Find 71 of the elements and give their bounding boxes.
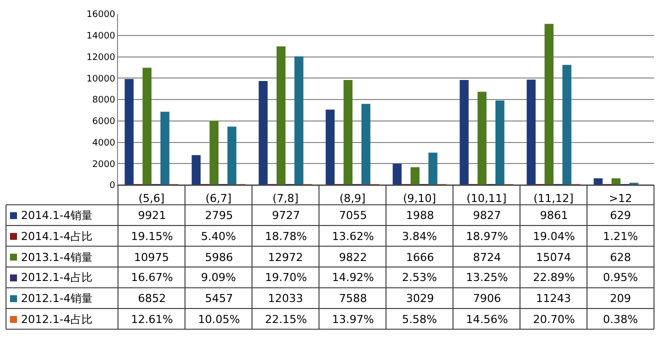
data-label: 5.40%	[201, 230, 236, 243]
data-label: 19.15%	[131, 230, 173, 243]
data-label: 19.04%	[533, 230, 575, 243]
y-tick-label: 16000	[86, 10, 116, 20]
y-tick-label: 0	[109, 181, 116, 192]
x-tick-label: >12	[608, 192, 632, 206]
data-label: 12972	[268, 251, 303, 264]
data-label: 7906	[473, 292, 501, 305]
data-label: 9727	[272, 209, 300, 222]
data-label: 5.58%	[402, 313, 437, 326]
data-label: 10.05%	[198, 313, 240, 326]
y-tick-label: 6000	[92, 117, 116, 128]
data-label: 15074	[536, 251, 571, 264]
data-label: 0.38%	[603, 313, 638, 326]
data-label: 628	[610, 251, 631, 264]
data-label: 5986	[205, 251, 233, 264]
data-label: 1666	[406, 251, 434, 264]
data-label: 3.84%	[402, 230, 437, 243]
x-tick-label: (11,12]	[533, 192, 574, 206]
y-tick-label: 2000	[92, 160, 116, 170]
x-tick-label: (8,9]	[339, 192, 366, 206]
data-label: 1988	[406, 209, 434, 222]
y-tick-label: 14000	[86, 32, 116, 42]
data-label: 12033	[268, 292, 303, 305]
legend-label: 2014.1-4销量	[21, 209, 92, 222]
data-label: 22.89%	[533, 271, 575, 284]
data-label: 22.15%	[265, 313, 307, 326]
data-label: 14.92%	[332, 271, 374, 284]
data-label: 16.67%	[131, 271, 173, 284]
data-label: 3029	[406, 292, 434, 305]
data-label: 10975	[134, 251, 169, 264]
data-label: 5457	[205, 292, 233, 305]
data-label: 11243	[536, 292, 571, 305]
x-tick-label: (10,11]	[466, 192, 507, 206]
legend-label: 2014.1-4占比	[21, 230, 92, 243]
x-tick-label: (9,10]	[402, 192, 436, 206]
legend-label: 2012.1-4占比	[21, 271, 92, 284]
data-label: 1.21%	[603, 230, 638, 243]
legend-label: 2012.1-4占比	[21, 313, 92, 326]
data-label: 9822	[339, 251, 367, 264]
data-label: 20.70%	[533, 313, 575, 326]
legend-label: 2013.1-4销量	[21, 251, 92, 264]
y-tick-label: 12000	[86, 52, 116, 63]
x-tick-label: (7,8]	[272, 192, 299, 206]
data-label: 209	[610, 292, 631, 305]
data-label: 13.62%	[332, 230, 374, 243]
y-tick-label: 4000	[92, 138, 116, 148]
data-label: 629	[610, 209, 631, 222]
data-label: 0.95%	[603, 271, 638, 284]
data-label: 7055	[339, 209, 367, 222]
data-label: 13.25%	[466, 271, 508, 284]
y-tick-label: 8000	[92, 96, 116, 106]
data-label: 9.09%	[201, 271, 236, 284]
x-tick-label: (6,7]	[205, 192, 232, 206]
data-label: 9827	[473, 209, 501, 222]
data-label: 18.78%	[265, 230, 307, 243]
data-label: 14.56%	[466, 313, 508, 326]
data-label: 12.61%	[131, 313, 173, 326]
data-label: 9921	[138, 209, 166, 222]
legend-label: 2012.1-4销量	[21, 292, 92, 305]
data-label: 8724	[473, 251, 501, 264]
data-label: 7588	[339, 292, 367, 305]
data-label: 13.97%	[332, 313, 374, 326]
data-label: 2.53%	[402, 271, 437, 284]
data-label: 2795	[205, 209, 233, 222]
y-tick-label: 10000	[86, 74, 116, 84]
x-tick-label: (5,6]	[138, 192, 165, 206]
data-label: 18.97%	[466, 230, 508, 243]
data-label: 6852	[138, 292, 166, 305]
data-label: 19.70%	[265, 271, 307, 284]
data-label: 9861	[540, 209, 568, 222]
